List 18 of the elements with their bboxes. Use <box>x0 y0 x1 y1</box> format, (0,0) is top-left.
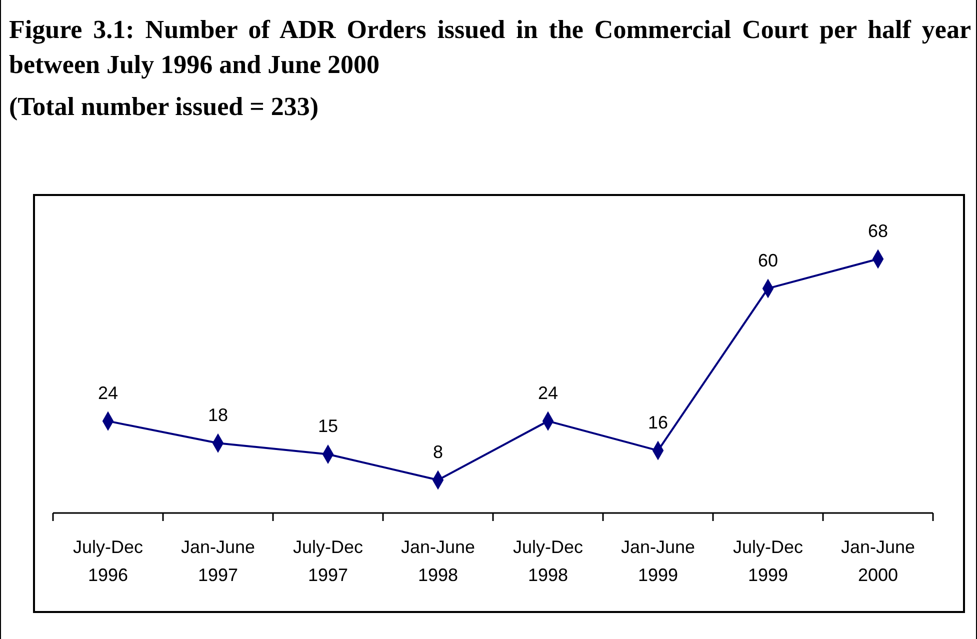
x-tick-label: July-Dec 1996 <box>72 537 144 585</box>
x-tick-label: Jan-June 1997 <box>180 537 256 585</box>
x-tick-label: Jan-June 1999 <box>620 537 696 585</box>
data-label: 24 <box>538 383 558 404</box>
data-label: 15 <box>318 416 338 436</box>
x-tick-label: Jan-June 1998 <box>400 537 476 585</box>
data-label: 24 <box>98 383 118 404</box>
x-tick-label: Jan-June 2000 <box>840 537 916 585</box>
data-label: 18 <box>208 405 228 426</box>
x-tick-label: July-Dec 1999 <box>732 537 804 585</box>
data-label: 68 <box>868 221 888 241</box>
chart-title: Figure 3.1: Number of ADR Orders issued in the Commercial Court per half year between July 1996 and June 2000 <box>9 14 971 81</box>
data-label: 16 <box>648 412 668 433</box>
data-label: 60 <box>758 250 778 270</box>
x-tick-label: July-Dec 1998 <box>512 537 584 585</box>
data-label: 8 <box>432 442 444 462</box>
chart-subtitle: (Total number issued = 233) <box>9 92 319 122</box>
x-tick-label: July-Dec 1997 <box>292 537 364 585</box>
